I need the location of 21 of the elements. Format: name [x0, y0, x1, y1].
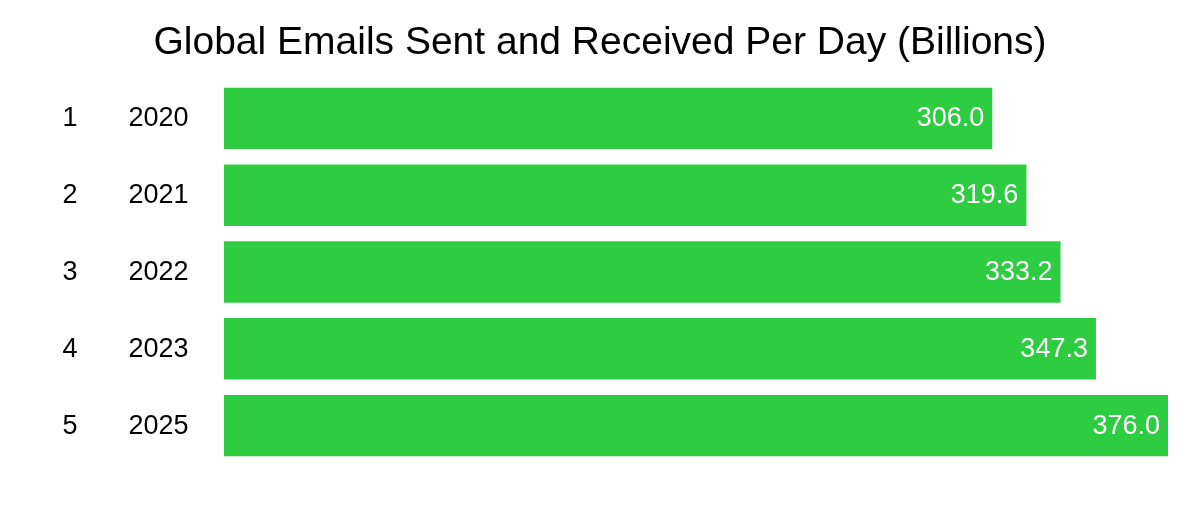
bar — [224, 87, 993, 150]
data-label: 347.3 — [1020, 332, 1088, 363]
text: 5 — [62, 409, 78, 440]
text: 4 — [62, 332, 78, 363]
y-tick-label: 2023 — [128, 332, 189, 363]
text: 1 — [62, 102, 78, 133]
data-label: 333.2 — [984, 256, 1053, 286]
text: 2 — [62, 179, 78, 210]
chart-title: Global Emails Sent and Received Per Day (Billions) — [153, 19, 1047, 62]
y-tick-label: 2022 — [128, 256, 189, 286]
text: 3 — [62, 256, 78, 286]
bar — [224, 318, 1096, 380]
data-label: 306.0 — [916, 102, 985, 133]
y-tick-label: 2025 — [128, 409, 189, 440]
y-tick-label: 2020 — [128, 102, 189, 133]
data-label: 319.6 — [950, 179, 1019, 210]
y-tick-label: 2021 — [128, 179, 189, 210]
bar — [224, 164, 1027, 226]
bar — [224, 241, 1061, 303]
data-label: 376.0 — [1092, 409, 1160, 440]
bar — [224, 394, 1168, 457]
